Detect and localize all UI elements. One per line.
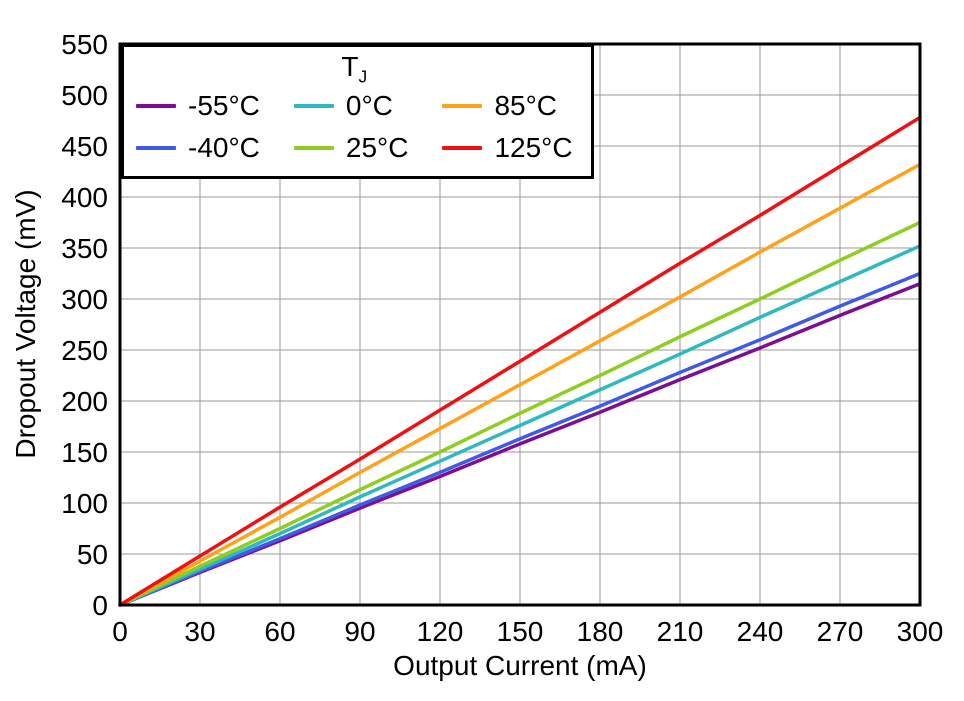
y-tick-label: 500	[61, 80, 108, 111]
x-tick-label: 60	[264, 616, 295, 647]
legend-item-125°C: 125°C	[442, 131, 573, 164]
x-tick-label: 30	[184, 616, 215, 647]
legend-label: 85°C	[494, 89, 558, 121]
legend-title-main: T	[341, 51, 359, 82]
legend-swatch	[136, 145, 176, 150]
legend-label: -40°C	[188, 131, 260, 163]
y-tick-label: 200	[61, 386, 108, 417]
legend-item-0°C: 0°C	[293, 89, 409, 122]
x-tick-label: 240	[737, 616, 784, 647]
x-axis-title: Output Current (mA)	[393, 650, 647, 681]
legend-item-25°C: 25°C	[293, 131, 409, 164]
legend-item--40°C: -40°C	[136, 132, 260, 164]
legend-title: TJ	[136, 51, 573, 88]
legend-label: 125°C	[494, 131, 573, 163]
legend-swatch	[136, 103, 176, 108]
x-tick-label: 300	[897, 616, 944, 647]
y-tick-label: 250	[61, 335, 108, 366]
legend-label: 25°C	[345, 131, 409, 163]
x-tick-label: 270	[817, 616, 864, 647]
series-line-25°C	[118, 220, 922, 607]
y-tick-label: 0	[92, 590, 108, 621]
series-line--40°C	[118, 271, 922, 607]
series-line-85°C	[118, 162, 922, 607]
x-tick-label: 120	[417, 616, 464, 647]
legend-title-sub: J	[358, 66, 368, 87]
legend-label: 0°C	[345, 89, 393, 121]
legend-label: -55°C	[188, 89, 260, 121]
x-tick-label: 150	[497, 616, 544, 647]
y-tick-label: 50	[77, 539, 108, 570]
x-tick-label: 90	[344, 616, 375, 647]
y-tick-label: 450	[61, 131, 108, 162]
y-tick-label: 550	[61, 29, 108, 60]
legend-swatch	[442, 145, 483, 150]
x-tick-label: 180	[577, 616, 624, 647]
series-line-125°C	[118, 115, 922, 607]
x-tick-label: 0	[112, 616, 128, 647]
legend-swatch	[293, 103, 334, 108]
legend-swatch	[442, 103, 483, 108]
legend: TJ -55°C -40°C 0°C 25°C 85°C 125°C	[121, 44, 594, 179]
y-tick-label: 150	[61, 437, 108, 468]
y-tick-label: 350	[61, 233, 108, 264]
legend-entries: -55°C -40°C 0°C 25°C 85°C 125°C	[136, 90, 573, 164]
legend-item-85°C: 85°C	[442, 90, 572, 122]
legend-swatch	[293, 145, 334, 150]
x-tick-label: 210	[657, 616, 704, 647]
legend-item--55°C: -55°C	[136, 90, 260, 122]
y-tick-label: 100	[61, 488, 108, 519]
series-line-0°C	[118, 244, 922, 607]
y-tick-label: 300	[61, 284, 108, 315]
y-tick-label: 400	[61, 182, 108, 213]
y-axis-title: Dropout Voltage (mV)	[10, 189, 41, 459]
